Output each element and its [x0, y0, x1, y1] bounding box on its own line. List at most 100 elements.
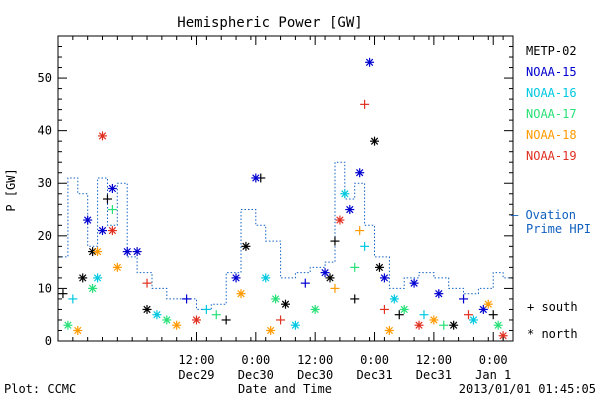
legend-entry: NOAA-19	[526, 149, 577, 163]
data-point-north	[93, 247, 103, 257]
x-tick-label: 12:00	[297, 353, 333, 367]
data-point-north	[429, 315, 439, 325]
data-point-north	[122, 247, 132, 257]
data-point-north	[399, 304, 409, 314]
data-point-north	[73, 325, 83, 335]
ovation-step-line	[58, 161, 513, 310]
data-point-south	[221, 315, 231, 325]
legend: METP-02 NOAA-15 NOAA-16 NOAA-17 NOAA-18 NOAA-…	[511, 44, 591, 341]
y-axis-label: P [GW]	[4, 168, 18, 211]
data-point-south	[394, 310, 404, 320]
data-point-south	[201, 304, 211, 314]
y-tick-label: 50	[38, 71, 52, 85]
data-point-north	[78, 273, 88, 283]
data-point-south	[439, 320, 449, 330]
legend-ovation-line2: Prime HPI	[526, 222, 591, 236]
data-point-south	[360, 99, 370, 109]
data-point-north	[98, 131, 108, 141]
data-point-north	[434, 289, 444, 299]
data-point-north	[191, 315, 201, 325]
data-point-north	[93, 273, 103, 283]
data-point-north	[365, 57, 375, 67]
data-point-south	[58, 289, 68, 299]
x-tick-sublabel: Dec29	[178, 368, 214, 382]
x-tick-label: 12:00	[178, 353, 214, 367]
x-tick-sublabel: Dec31	[356, 368, 392, 382]
data-point-north	[345, 205, 355, 215]
data-point-north	[132, 247, 142, 257]
legend-entry: NOAA-15	[526, 65, 577, 79]
data-point-north	[310, 304, 320, 314]
x-axis-label: Date and Time	[238, 382, 332, 396]
data-point-north	[63, 320, 73, 330]
plot-frame	[57, 35, 514, 342]
y-tick-label: 20	[38, 229, 52, 243]
data-point-north	[241, 241, 251, 251]
data-point-north	[355, 168, 365, 178]
data-point-north	[281, 299, 290, 309]
data-point-south	[102, 194, 112, 204]
data-point-north	[271, 294, 281, 304]
x-tick-sublabel: Jan 1	[475, 368, 511, 382]
legend-ovation-line1: – Ovation	[511, 208, 576, 222]
data-point-south	[142, 278, 152, 288]
data-point-north	[335, 215, 345, 225]
x-axis-ticks: 12:00Dec290:00Dec3012:00Dec300:00Dec3112…	[57, 36, 511, 382]
data-point-south	[330, 236, 340, 246]
data-point-north	[261, 273, 271, 283]
data-point-north	[231, 273, 241, 283]
data-point-north	[112, 262, 122, 272]
y-tick-label: 30	[38, 176, 52, 190]
chart-title: Hemispheric Power [GW]	[177, 15, 362, 31]
legend-entry: NOAA-18	[526, 128, 577, 142]
data-points	[58, 57, 508, 341]
y-tick-label: 0	[45, 334, 52, 348]
x-tick-sublabel: Dec31	[416, 368, 452, 382]
data-point-north	[107, 226, 117, 236]
data-point-north	[290, 320, 300, 330]
data-point-south	[379, 304, 389, 314]
data-point-south	[355, 226, 365, 236]
data-point-north	[98, 226, 108, 236]
data-point-south	[459, 294, 469, 304]
x-tick-label: 0:00	[241, 353, 270, 367]
data-point-north	[384, 325, 394, 335]
data-point-north	[493, 320, 503, 330]
data-point-north	[152, 310, 162, 320]
data-point-north	[379, 273, 389, 283]
data-point-south	[360, 241, 370, 251]
data-point-north	[162, 315, 172, 325]
data-point-south	[488, 310, 498, 320]
x-tick-label: 0:00	[479, 353, 508, 367]
legend-entry: NOAA-17	[526, 107, 577, 121]
x-tick-sublabel: Dec30	[238, 368, 274, 382]
data-point-north	[449, 320, 459, 330]
data-point-south	[350, 294, 360, 304]
y-axis-ticks: 0 10 20 30 40 50	[38, 35, 513, 348]
legend-marker-north: * north	[527, 327, 578, 341]
data-point-north	[389, 294, 399, 304]
data-point-north	[409, 278, 419, 288]
data-point-north	[266, 325, 276, 335]
data-point-north	[340, 189, 350, 199]
data-point-south	[300, 278, 310, 288]
data-point-north	[172, 320, 182, 330]
data-point-north	[83, 215, 93, 225]
data-point-south	[276, 315, 286, 325]
data-point-north	[483, 299, 493, 309]
legend-marker-south: + south	[527, 300, 578, 314]
data-point-south	[419, 310, 429, 320]
data-point-north	[107, 184, 117, 193]
data-point-north	[414, 320, 424, 330]
footer-timestamp: 2013/01/01 01:45:05	[459, 382, 596, 396]
x-tick-sublabel: Dec30	[297, 368, 333, 382]
x-tick-label: 12:00	[416, 353, 452, 367]
data-point-south	[330, 283, 340, 293]
y-tick-label: 10	[38, 281, 52, 295]
x-tick-label: 0:00	[360, 353, 389, 367]
data-point-north	[88, 283, 98, 293]
data-point-north	[142, 304, 152, 314]
y-tick-label: 40	[38, 124, 52, 138]
data-point-south	[68, 294, 78, 304]
